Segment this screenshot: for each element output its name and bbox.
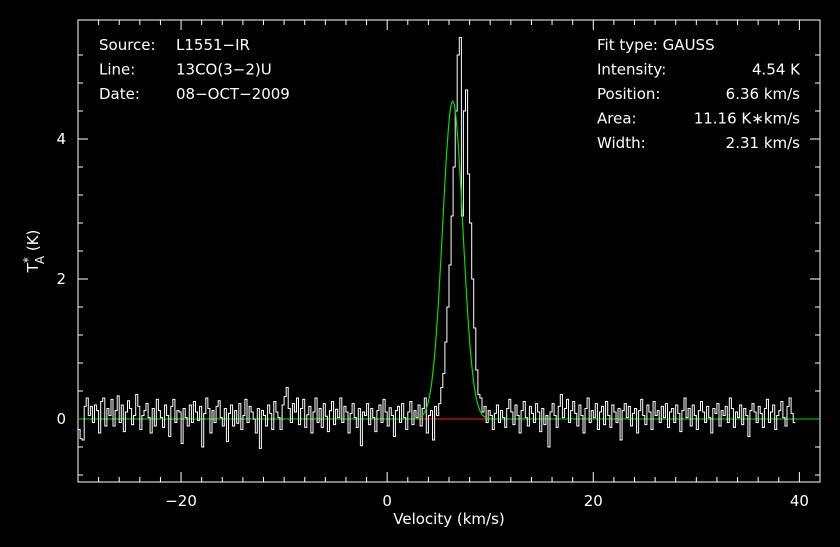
label-layer: −20 0 20 40 0 2 4 Velocity (km/s) T*A (K) Source:…: [21, 36, 809, 528]
fit-param-key: Position:: [597, 85, 660, 103]
fit-type-label: Fit type: GAUSS: [597, 36, 715, 54]
info-value: L1551−IR: [176, 36, 250, 54]
gaussian-fit-line: [417, 100, 491, 420]
info-key: Line:: [99, 61, 135, 79]
y-axis-label-sub: A: [33, 255, 47, 264]
y-axis-label-unit: (K): [24, 230, 42, 256]
y-tick-label: 2: [56, 270, 66, 288]
fit-param-value: 2.31 km/s: [726, 134, 801, 152]
x-tick-label: 20: [584, 492, 603, 510]
info-key: Source:: [99, 36, 156, 54]
x-axis-label: Velocity (km/s): [393, 510, 504, 528]
fit-param-value: 6.36 km/s: [726, 85, 801, 103]
fit-param-key: Intensity:: [597, 61, 666, 79]
series-layer: [78, 37, 820, 449]
axis-ticks: [77, 20, 821, 482]
info-value: 08−OCT−2009: [176, 85, 290, 103]
info-value: 13CO(3−2)U: [176, 61, 272, 79]
y-axis-label-sup: *: [21, 257, 35, 263]
fit-param-value: 11.16 K∗km/s: [694, 110, 800, 128]
x-tick-label: 40: [790, 492, 809, 510]
fit-param-key: Width:: [597, 134, 646, 152]
fit-param-key: Area:: [597, 110, 637, 128]
x-tick-label: 0: [382, 492, 392, 510]
y-tick-label: 4: [56, 130, 66, 148]
y-tick-label: 0: [56, 410, 66, 428]
y-axis-label-main: T: [24, 262, 42, 273]
y-axis-label: T*A (K): [21, 230, 47, 274]
spectrum-line: [78, 37, 796, 449]
x-tick-label: −20: [165, 492, 197, 510]
fit-param-value: 4.54 K: [752, 61, 801, 79]
info-key: Date:: [99, 85, 140, 103]
